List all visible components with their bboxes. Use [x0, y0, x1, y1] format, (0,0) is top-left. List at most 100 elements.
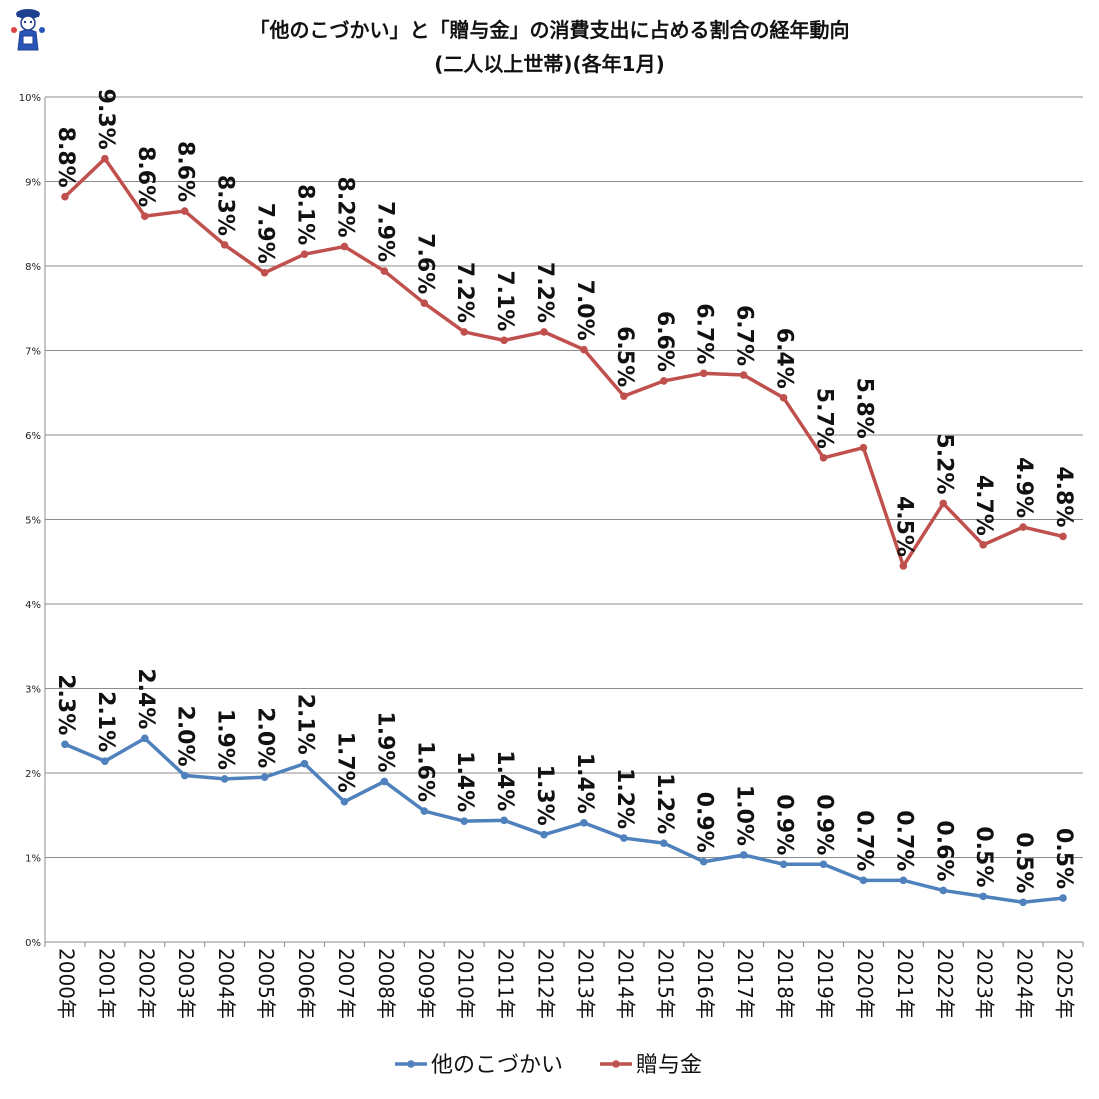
- x-tick-label: 2006年: [294, 948, 318, 1019]
- data-label: 0.5%: [1051, 828, 1076, 889]
- data-label: 8.6%: [133, 146, 158, 207]
- y-tick-label: 1%: [25, 854, 41, 865]
- data-point: [779, 860, 788, 869]
- data-point: [1059, 532, 1067, 541]
- data-label: 8.2%: [332, 177, 357, 238]
- x-tick-label: 2017年: [733, 948, 757, 1019]
- data-label: 5.7%: [812, 388, 837, 449]
- data-point: [899, 562, 908, 570]
- data-point: [699, 369, 708, 378]
- data-point: [220, 241, 229, 249]
- data-point: [1019, 898, 1027, 907]
- x-tick-label: 2002年: [134, 948, 158, 1019]
- data-point: [500, 336, 508, 345]
- data-point: [660, 377, 668, 385]
- data-label: 2.1%: [293, 694, 318, 755]
- data-label: 1.4%: [452, 751, 477, 812]
- data-label: 6.7%: [732, 305, 757, 366]
- data-point: [819, 454, 828, 462]
- data-label: 1.3%: [532, 765, 557, 826]
- x-tick-label: 2007年: [334, 948, 358, 1019]
- data-point: [580, 345, 588, 354]
- data-label: 1.9%: [372, 711, 397, 772]
- data-point: [939, 499, 948, 508]
- data-point: [540, 328, 548, 336]
- data-label: 6.6%: [652, 311, 677, 372]
- data-point: [620, 392, 628, 400]
- data-point: [500, 816, 508, 825]
- series-line: [64, 736, 1064, 905]
- data-label: 5.8%: [851, 378, 876, 439]
- y-tick-label: 2%: [25, 769, 41, 780]
- data-label: 7.2%: [452, 262, 477, 323]
- data-point: [899, 876, 908, 885]
- data-point: [420, 807, 429, 815]
- data-label: 7.0%: [572, 280, 597, 341]
- data-point: [540, 830, 548, 839]
- x-tick-label: 2010年: [454, 948, 478, 1019]
- y-tick-label: 10%: [19, 93, 41, 104]
- x-tick-label: 2000年: [54, 948, 78, 1019]
- data-label: 2.3%: [53, 674, 78, 735]
- x-tick-label: 2012年: [534, 948, 558, 1019]
- data-label: 0.9%: [692, 792, 717, 853]
- x-tick-label: 2021年: [893, 948, 917, 1019]
- data-point: [779, 394, 788, 402]
- data-label: 1.2%: [652, 773, 677, 834]
- data-label: 8.6%: [173, 141, 198, 202]
- data-label-layer: 2.3% 2.1% 2.4% 2.0% 1.9% 2.0% 2.1% 1.7% 1.9% 1.6%…: [53, 89, 1076, 894]
- data-point: [460, 817, 468, 825]
- data-point: [739, 371, 748, 379]
- data-label: 9.3%: [93, 89, 118, 150]
- legend: 他のこづかい 贈与金: [395, 1053, 702, 1078]
- data-label: 1.6%: [412, 741, 437, 802]
- data-label: 0.7%: [851, 810, 876, 871]
- chart-title-line1: 「他のこづかい」と「贈与金」の消費支出に占める割合の経年動向: [249, 18, 850, 42]
- data-point: [380, 267, 389, 275]
- x-tick-label: 2001年: [94, 948, 118, 1019]
- data-label: 7.9%: [372, 201, 397, 262]
- y-tick-label: 9%: [25, 178, 41, 189]
- x-tick-label: 2020年: [853, 948, 877, 1019]
- legend-marker: [407, 1060, 415, 1068]
- axis-layer: 0% 1% 2% 3% 4% 5% 6% 7% 8% 9% 10% 2000年 2001年 2002年 20…: [19, 93, 1084, 1019]
- y-tick-label: 7%: [25, 347, 41, 358]
- data-label: 4.8%: [1051, 466, 1076, 527]
- x-tick-label: 2004年: [214, 948, 238, 1019]
- data-label: 2.0%: [173, 706, 198, 767]
- data-point: [141, 734, 149, 743]
- x-tick-label: 2003年: [174, 948, 198, 1019]
- data-point: [340, 797, 349, 806]
- data-label: 1.7%: [332, 732, 357, 793]
- data-point: [61, 740, 69, 749]
- data-label: 7.1%: [492, 270, 517, 331]
- data-point: [699, 857, 708, 866]
- data-point: [300, 250, 309, 258]
- x-tick-label: 2019年: [813, 948, 837, 1019]
- x-tick-label: 2016年: [693, 948, 717, 1019]
- data-label: 7.6%: [412, 233, 437, 294]
- data-point: [859, 876, 868, 885]
- x-tick-label: 2023年: [973, 948, 997, 1019]
- x-tick-label: 2005年: [254, 948, 278, 1019]
- data-label: 0.5%: [1011, 832, 1036, 893]
- data-label: 4.7%: [971, 475, 996, 536]
- data-label: 8.8%: [53, 127, 78, 188]
- data-point: [420, 299, 429, 307]
- x-tick-label: 2013年: [573, 948, 597, 1019]
- data-point: [580, 819, 588, 827]
- x-tick-label: 2009年: [414, 948, 438, 1019]
- data-label: 0.9%: [772, 794, 797, 855]
- data-label: 8.1%: [293, 184, 318, 245]
- data-point: [180, 207, 189, 215]
- data-point: [620, 834, 628, 842]
- data-label: 0.6%: [931, 820, 956, 881]
- x-tick-label: 2008年: [374, 948, 398, 1019]
- chart-title-line2: (二人以上世帯)(各年1月): [434, 52, 665, 76]
- data-point: [380, 777, 389, 786]
- data-label: 2.1%: [93, 691, 118, 752]
- data-label: 6.4%: [772, 328, 797, 389]
- data-point: [979, 541, 987, 549]
- x-tick-label: 2018年: [773, 948, 797, 1019]
